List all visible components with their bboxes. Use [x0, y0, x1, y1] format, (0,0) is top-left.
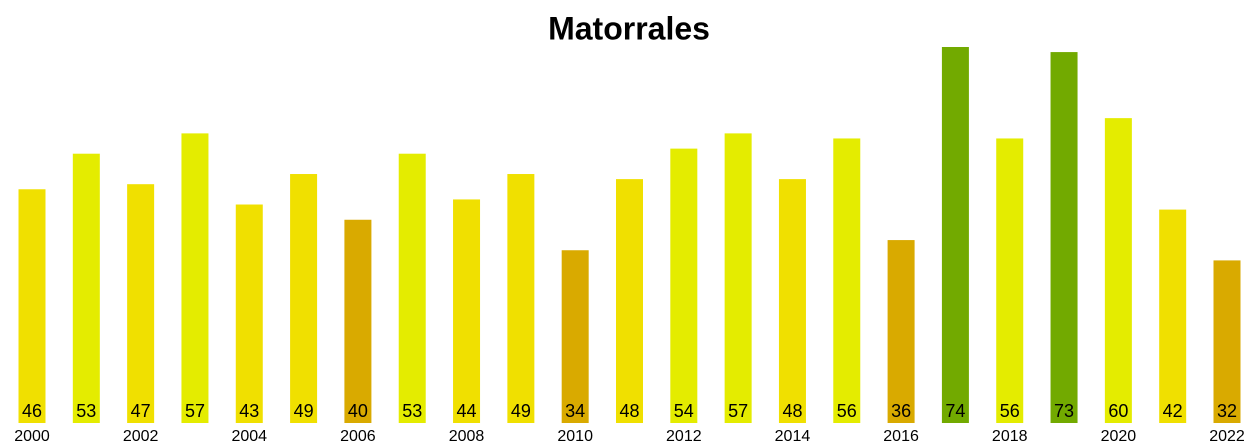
bar	[561, 250, 589, 423]
value-label: 44	[457, 401, 477, 421]
chart-title: Matorrales	[548, 10, 710, 46]
value-label: 57	[185, 401, 205, 421]
value-label: 49	[294, 401, 314, 421]
bar	[887, 240, 915, 423]
bar	[996, 138, 1024, 423]
value-label: 34	[565, 401, 585, 421]
value-label: 56	[1000, 401, 1020, 421]
bar	[344, 219, 372, 423]
bar	[941, 47, 969, 423]
x-tick-label: 2012	[666, 428, 702, 445]
bar	[290, 174, 318, 423]
x-tick-label: 2000	[14, 428, 50, 445]
value-label: 56	[837, 401, 857, 421]
value-label: 48	[619, 401, 639, 421]
x-tick-label: 2008	[449, 428, 485, 445]
value-label: 48	[782, 401, 802, 421]
bar	[398, 153, 426, 423]
x-tick-label: 2018	[992, 428, 1028, 445]
x-tick-label: 2020	[1101, 428, 1137, 445]
bar	[507, 174, 535, 423]
value-label: 57	[728, 401, 748, 421]
bar	[127, 184, 155, 423]
value-label: 47	[131, 401, 151, 421]
value-label: 46	[22, 401, 42, 421]
value-label: 32	[1217, 401, 1237, 421]
bar	[1104, 118, 1132, 423]
bar	[1050, 52, 1078, 423]
bar	[72, 153, 100, 423]
value-label: 73	[1054, 401, 1074, 421]
x-tick-label: 2002	[123, 428, 159, 445]
bar	[18, 189, 46, 423]
bar	[724, 133, 752, 424]
bar	[616, 179, 643, 423]
value-label: 53	[76, 401, 96, 421]
value-label: 42	[1163, 401, 1183, 421]
bar	[181, 133, 209, 424]
value-label: 40	[348, 401, 368, 421]
bar	[833, 138, 861, 423]
bar	[1159, 209, 1187, 423]
value-label: 43	[239, 401, 259, 421]
bar	[235, 204, 263, 423]
bar	[670, 148, 698, 423]
value-label: 74	[945, 401, 965, 421]
bar	[778, 179, 806, 423]
bar	[453, 199, 481, 423]
value-label: 53	[402, 401, 422, 421]
x-tick-label: 2004	[231, 428, 267, 445]
value-label: 60	[1108, 401, 1128, 421]
bar	[1213, 260, 1241, 423]
x-tick-label: 2016	[883, 428, 919, 445]
value-label: 36	[891, 401, 911, 421]
x-tick-label: 2010	[557, 428, 593, 445]
value-label: 49	[511, 401, 531, 421]
x-tick-label: 2014	[775, 428, 811, 445]
value-label: 54	[674, 401, 694, 421]
x-tick-label: 2022	[1209, 428, 1245, 445]
x-tick-label: 2006	[340, 428, 376, 445]
